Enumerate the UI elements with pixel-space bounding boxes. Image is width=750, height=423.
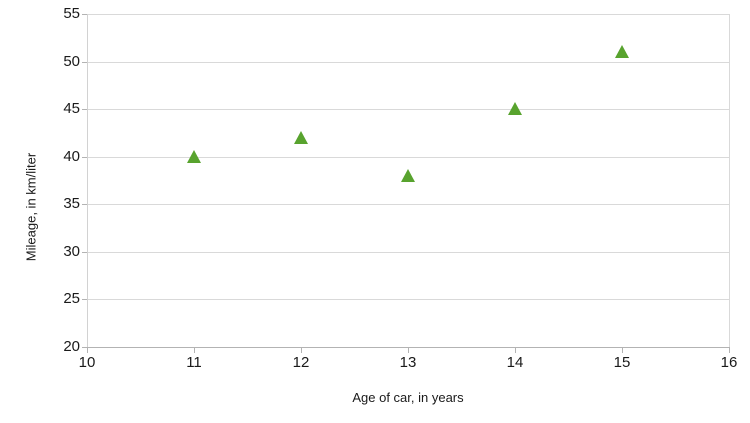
x-axis-tick xyxy=(729,348,730,353)
gridline xyxy=(87,299,729,300)
y-tick-label: 50 xyxy=(63,53,80,70)
x-axis-tick xyxy=(622,348,623,353)
y-axis-title: Mileage, in km/liter xyxy=(23,152,39,262)
y-axis-tick xyxy=(82,14,87,15)
y-axis-tick xyxy=(82,299,87,300)
x-axis-line xyxy=(87,347,730,348)
gridline xyxy=(87,204,729,205)
gridline xyxy=(87,252,729,253)
x-tick-label: 14 xyxy=(506,354,524,371)
y-tick-label: 30 xyxy=(63,243,80,260)
x-axis-tick xyxy=(194,348,195,353)
x-tick-label: 16 xyxy=(720,354,738,371)
x-tick-label: 13 xyxy=(399,354,417,371)
y-tick-label: 45 xyxy=(63,100,80,117)
plot-right-border xyxy=(729,14,730,347)
y-tick-label: 55 xyxy=(63,5,80,22)
data-point-marker xyxy=(187,150,201,163)
y-tick-label: 40 xyxy=(63,148,80,165)
data-point-marker xyxy=(401,169,415,182)
y-tick-label: 35 xyxy=(63,195,80,212)
data-point-marker xyxy=(615,45,629,58)
y-axis-tick xyxy=(82,204,87,205)
x-axis-tick xyxy=(301,348,302,353)
x-tick-label: 11 xyxy=(186,354,202,371)
x-axis-tick xyxy=(87,348,88,353)
x-tick-label: 12 xyxy=(292,354,310,371)
x-tick-label: 10 xyxy=(78,354,96,371)
y-axis-tick xyxy=(82,157,87,158)
y-axis-tick xyxy=(82,347,87,348)
y-tick-label: 20 xyxy=(63,338,80,355)
x-axis-tick xyxy=(515,348,516,353)
gridline xyxy=(87,109,729,110)
y-axis-tick xyxy=(82,109,87,110)
data-point-marker xyxy=(294,131,308,144)
x-tick-label: 15 xyxy=(613,354,631,371)
gridline xyxy=(87,14,729,15)
y-axis-tick xyxy=(82,62,87,63)
data-point-marker xyxy=(508,102,522,115)
x-axis-tick xyxy=(408,348,409,353)
y-axis-line xyxy=(87,14,88,347)
gridline xyxy=(87,157,729,158)
y-axis-tick xyxy=(82,252,87,253)
y-tick-label: 25 xyxy=(63,290,80,307)
gridline xyxy=(87,62,729,63)
x-axis-title: Age of car, in years xyxy=(352,390,464,405)
